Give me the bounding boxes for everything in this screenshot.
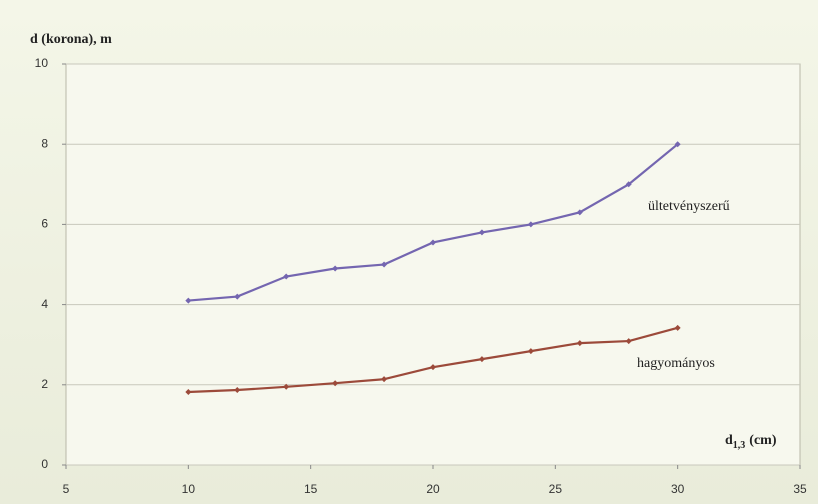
marker <box>576 340 583 347</box>
y-tick-label: 4 <box>41 297 48 311</box>
x-tick-label: 10 <box>182 482 196 496</box>
x-tick-label: 20 <box>426 482 440 496</box>
x-axis-label-unit: (cm) <box>749 433 777 448</box>
marker <box>625 181 632 188</box>
marker <box>332 265 339 272</box>
y-tick-label: 2 <box>41 377 48 391</box>
x-axis-label-main: d <box>725 433 733 448</box>
series-label: hagyományos <box>637 356 715 371</box>
marker <box>674 324 681 331</box>
x-tick-label: 25 <box>549 482 563 496</box>
marker <box>185 297 192 304</box>
x-axis-label: d1,3 (cm) <box>725 433 777 451</box>
marker <box>332 380 339 387</box>
marker <box>185 389 192 396</box>
plot-area <box>65 63 801 466</box>
marker <box>674 141 681 148</box>
marker <box>283 273 290 280</box>
y-tick-label: 8 <box>41 136 48 150</box>
x-tick-label: 5 <box>63 482 70 496</box>
x-tick-label: 30 <box>671 482 685 496</box>
series-label: ültetvényszerű <box>648 199 730 214</box>
x-tick-label: 35 <box>793 482 807 496</box>
marker <box>478 356 485 363</box>
marker <box>430 364 436 371</box>
marker <box>381 261 388 268</box>
marker <box>527 348 534 355</box>
marker <box>527 221 534 228</box>
y-tick-label: 6 <box>41 217 48 231</box>
marker <box>381 376 388 383</box>
marker <box>283 383 290 390</box>
marker <box>430 239 436 246</box>
marker <box>234 293 241 300</box>
y-tick-label: 0 <box>41 457 48 471</box>
marker <box>625 338 632 345</box>
marker <box>234 387 241 394</box>
x-axis-label-sub: 1,3 <box>733 440 746 451</box>
marker <box>576 209 583 216</box>
y-tick-label: 10 <box>35 56 49 70</box>
marker <box>478 229 485 236</box>
y-axis-label: d (korona), m <box>30 32 112 47</box>
x-tick-label: 15 <box>304 482 318 496</box>
